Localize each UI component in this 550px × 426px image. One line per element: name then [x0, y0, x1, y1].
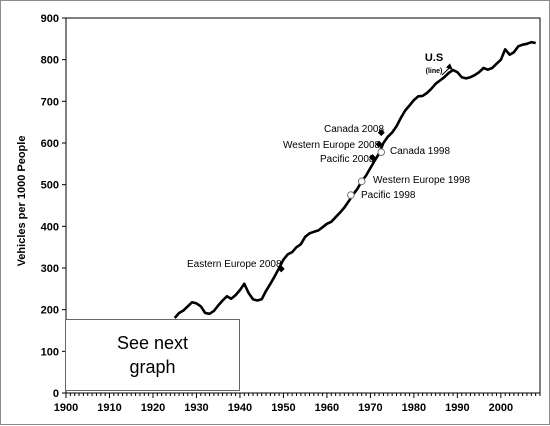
x-tick-label: 1950: [271, 402, 295, 414]
y-tick-labels: 0 100 200 300 400 500 600 700 800 900: [41, 13, 66, 400]
filled-diamond-marker: [369, 154, 377, 162]
annotation-label: Canada 2008: [324, 124, 384, 135]
us-callout-arrow: [441, 66, 451, 76]
y-tick-label: 0: [53, 388, 59, 400]
us-label-sub: (line): [426, 68, 443, 75]
annotation-label: Pacific 1998: [361, 190, 416, 201]
open-circle-marker: [347, 191, 355, 199]
y-tick-label: 300: [41, 263, 59, 275]
plot-area-border: [65, 17, 541, 394]
x-tick-label: 1990: [445, 402, 469, 414]
open-circle-marker: [377, 148, 386, 156]
us-callout: U.S (line): [425, 52, 454, 76]
annotation-label: Western Europe 1998: [373, 175, 471, 186]
x-tick-label: 1930: [184, 402, 208, 414]
y-tick-label: 600: [41, 138, 59, 150]
y-tick-label: 700: [41, 96, 59, 108]
us-callout-arrowhead: [446, 63, 454, 71]
x-tick-label: 1910: [97, 402, 121, 414]
y-tick-label: 400: [41, 221, 59, 233]
y-tick-label: 900: [41, 13, 59, 25]
note-box: See next graph: [65, 319, 240, 391]
annotation-label: Eastern Europe 2008: [187, 259, 282, 270]
note-text: See next graph: [116, 333, 189, 377]
annotations: Canada 2008 Western Europe 2008 Pacific 20…: [187, 124, 471, 273]
x-tick-label: 1940: [228, 402, 252, 414]
x-tick-label: 1970: [358, 402, 382, 414]
x-tick-label: 1960: [315, 402, 339, 414]
annotation-label: Pacific 2008: [320, 154, 375, 165]
y-tick-label: 100: [41, 346, 59, 358]
us-series-line: [173, 40, 536, 319]
open-circle-marker: [357, 177, 366, 186]
filled-diamond-marker: [277, 265, 285, 273]
y-tick-label: 200: [41, 305, 59, 317]
filled-diamond-marker: [375, 140, 383, 148]
x-tick-label: 1920: [141, 402, 165, 414]
annotation-label: Western Europe 2008: [283, 140, 381, 151]
y-axis-title: Vehicles per 1000 People: [16, 136, 28, 267]
filled-diamond-marker: [377, 129, 385, 137]
axes: [65, 17, 541, 394]
series-lines: [173, 40, 536, 319]
x-tick-label: 2000: [489, 402, 513, 414]
y-tick-label: 500: [41, 180, 59, 192]
x-tick-label: 1980: [402, 402, 426, 414]
annotation-label: Canada 1998: [390, 146, 450, 157]
y-tick-label: 800: [41, 55, 59, 67]
us-label: U.S: [425, 52, 443, 64]
x-tick-label: 1900: [54, 402, 78, 414]
x-tick-labels: 1900 1910 1920 1930 1940 1950 1960 1970 1980 1990…: [54, 393, 541, 414]
